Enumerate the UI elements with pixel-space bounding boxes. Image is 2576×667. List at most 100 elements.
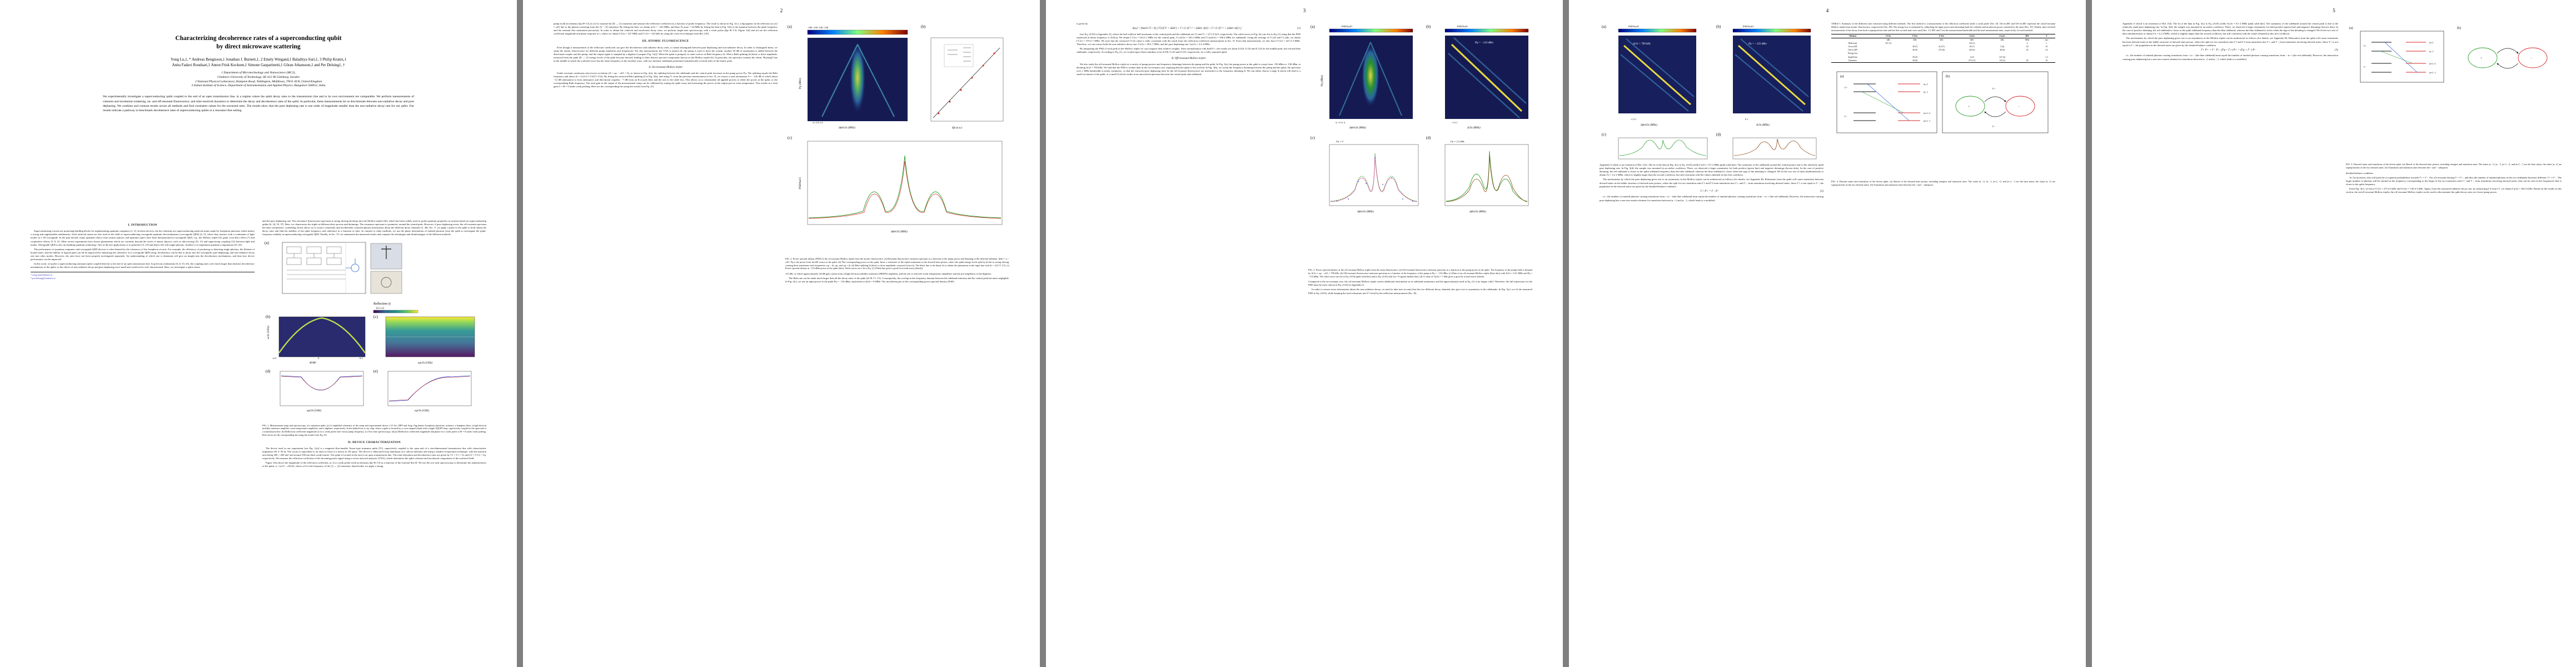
svg-text:ωp/2π (GHz): ωp/2π (GHz) [415,410,430,412]
figure-2: (a) -160 -150 -140 -130 -4 -2 0 2 4 Δdet… [785,22,1009,270]
page-number-5: 5 [2333,8,2335,13]
table-subheader-cell: kHz [2000,38,2004,41]
svg-text:(a): (a) [1602,24,1606,29]
svg-text:Δdet/2π (MHz): Δdet/2π (MHz) [1349,127,1366,130]
table-1: Method Γ1/2π Γ2/2π Γ1/2π Γn/2π Γφ/2π BW … [1831,34,2055,63]
svg-text:Δ/2π (MHz): Δ/2π (MHz) [1756,124,1770,127]
table-cell: 48 (6) [1902,59,1927,63]
abstract: We experimentally investigate a supercon… [103,95,414,112]
svg-text:Pq = −133 dBm: Pq = −133 dBm [1748,43,1767,46]
svg-text:0.5: 0.5 [360,357,363,360]
table-header-cell: Γn/2π [1956,34,1989,39]
table-body: Reflection 227 (1) 143 (1) 4 1 On-res.MT [1831,42,2055,63]
svg-text:PSD/ħω01: PSD/ħω01 [1457,25,1468,28]
svg-text:(c): (c) [1311,136,1315,140]
section-heading-intro: I. INTRODUCTION [128,223,157,227]
table-cell: 140 (3) [1969,49,1975,52]
table-subheader-cell [1831,38,1874,42]
svg-text:Γ+: Γ+ [1992,87,1995,90]
table-1-caption: TABLE I. Summary of the different rates … [1831,22,2055,32]
paragraph: The mechanisms by which the pure dephasi… [1600,178,1823,188]
table-subheader-cell: kHz [1940,38,1944,41]
table-cell: SingleTone [1848,56,1857,58]
page-2: 2 pump (with an intensity Ωp ≫ Γ2) at ω1… [523,0,1040,667]
figure-4-caption-alt: FIG. 4. Dressed states and transitions o… [2346,163,2562,169]
svg-text:(a): (a) [265,241,269,245]
figure-3-caption: FIG. 3. Power spectral density of the of… [1308,268,1532,278]
paragraph: As Γφ increases, this will push the occu… [2346,176,2562,186]
figure-4-graphic: (a) |n,+⟩ |n,−⟩ |n+1,+⟩ |n+1,−⟩ Γ+ Γ− [1831,67,2055,179]
svg-text:Ωp (a.u.): Ωp (a.u.) [952,127,963,130]
page3-column-1: is given by S(ω) = (ħω01 Γ1 / 4) [ Γ2/(Γ… [1077,22,1301,296]
page-4: 4 (a) PSD/ħω01 [1569,0,2086,667]
table-cell: Reflection [1848,42,1857,45]
table-cell: 3 (4) [2000,46,2005,48]
section-heading-device: II. DEVICE CHARACTERIZATION [347,440,401,444]
page4-column-1: (a) PSD/ħω01 Δ/2π = 790 kHz -1 0 1 Δdet/… [1600,22,1823,203]
paragraph: i.e., the number of emitted photons caus… [2122,54,2338,61]
section-heading-fluorescence: III. ATOMIC FLUORESCENCE [642,39,689,43]
svg-text:ωp/2π (GHz): ωp/2π (GHz) [418,362,433,365]
svg-text:-1 0 1: -1 0 1 [1452,121,1457,124]
table-cell: 46 (5) [1912,49,1918,52]
table-cell: Energy loss [1847,52,1858,55]
table-cell: 48 (6) [2000,49,2005,52]
table-cell: On-res.MT [1848,46,1857,48]
svg-text:(c): (c) [1602,132,1606,137]
svg-text:Δdet/2π (MHz): Δdet/2π (MHz) [890,231,908,233]
footnote-email-1[interactable]: * yong.lu@chalmers.se [31,273,53,277]
svg-text:0.5 1.0: 0.5 1.0 [376,307,384,310]
svg-text:|n+1,+⟩: |n+1,+⟩ [1924,112,1931,115]
page-number-2: 2 [780,8,783,13]
paragraph: pump (with an intensity Ωp ≫ Γ2) at ω12 … [554,22,778,36]
svg-text:(b): (b) [1426,24,1431,29]
paragraph: By integrating the PSD of each peak in t… [1077,47,1301,54]
table-cell: Off-res.MT [1848,49,1858,52]
svg-text:(e): (e) [373,369,378,374]
paragraph: Appendix A which is an extension of Ref.… [1600,163,1824,177]
table-cell: 414 (7) [1939,46,1945,48]
table-subheader-cell: kHz [1970,38,1974,41]
affiliations: 1 Department of Microtechnology and Nano… [191,71,326,88]
table-cell: 1.2 [2045,56,2048,58]
svg-text:(a): (a) [1311,24,1315,29]
svg-text:-2 -1 0 1 2: -2 -1 0 1 2 [1335,121,1345,124]
paragraph: 115 dB, of which approximately 44 dB gai… [785,272,992,275]
page2-column-2: (a) -160 -150 -140 -130 -4 -2 0 2 4 Δdet… [785,22,1009,285]
table-cell: 20 [2026,49,2029,52]
svg-text:PSD/ħω01: PSD/ħω01 [1342,25,1352,28]
page3-column-2: (a) PSD/ħω01 -2 -1 0 1 2 Δdet/2π (MHz) P… [1308,22,1532,296]
figure-4-caption: FIG. 4. Dressed states and transitions o… [1831,180,2055,186]
svg-text:(a): (a) [788,24,792,29]
table-subheader-cell: kHz [1913,38,1917,41]
table-cell: 275 (6) [1939,49,1945,52]
footnote-email-2[interactable]: † per.delsing@chalmers.se [31,277,56,280]
svg-text:(d): (d) [1716,132,1721,137]
table-cell: 23 [2037,59,2055,63]
equation-1: S(ω) = (ħω01 Γ1 / 4) [ Γ2/(Γ2² + Δdet²) … [1132,27,1301,31]
paragraph: detailed-balance condition: [2346,171,2374,175]
figure-3: (a) PSD/ħω01 -2 -1 0 1 2 Δdet/2π (MHz) P… [1308,22,1532,278]
paragraph: is given by [1077,22,1088,25]
svg-text:PSD/ħω01: PSD/ħω01 [1743,25,1753,28]
svg-text:Δdet/2π (MHz): Δdet/2π (MHz) [1640,124,1657,127]
table-cell [1927,59,1956,63]
svg-text:Γ+: Γ+ [2363,44,2366,47]
page3-columns: is given by S(ω) = (ħω01 Γ1 / 4) [ Γ2/(Γ… [1077,22,1532,296]
paragraph: Even though a measurement of the reflect… [554,46,778,63]
svg-text:(b): (b) [266,315,271,319]
svg-text:|n,+⟩: |n,+⟩ [2429,41,2434,44]
table-subheader-cell: min [2045,38,2049,41]
paragraph: The mechanisms by which the pure dephasi… [2122,37,2338,47]
paragraph: In this work, we probe a superconducting… [31,262,255,269]
table-cell [1874,59,1903,63]
svg-text:Γ−: Γ− [2363,66,2366,68]
figure-5: (a) |n,+⟩ |n,−⟩ |n+1,+⟩ |n+1,−⟩ Γ+ Γ− [2346,22,2562,170]
figure-4: (a) |n,+⟩ |n,−⟩ |n+1,+⟩ |n+1,−⟩ Γ+ Γ− [1831,67,2055,187]
table-cell: 2 (2) [1970,56,1974,58]
svg-text:(c): (c) [788,136,792,140]
figure-5-graphic: (a) |n,+⟩ |n,−⟩ |n+1,+⟩ |n+1,−⟩ Γ+ Γ− [2346,22,2562,161]
paragraph: and the pure dephasing rate. The resonan… [262,220,486,236]
svg-text:ωp/2π (GHz): ωp/2π (GHz) [307,410,322,412]
paragraph: The Rabi rate can be made much larger th… [785,277,1009,283]
